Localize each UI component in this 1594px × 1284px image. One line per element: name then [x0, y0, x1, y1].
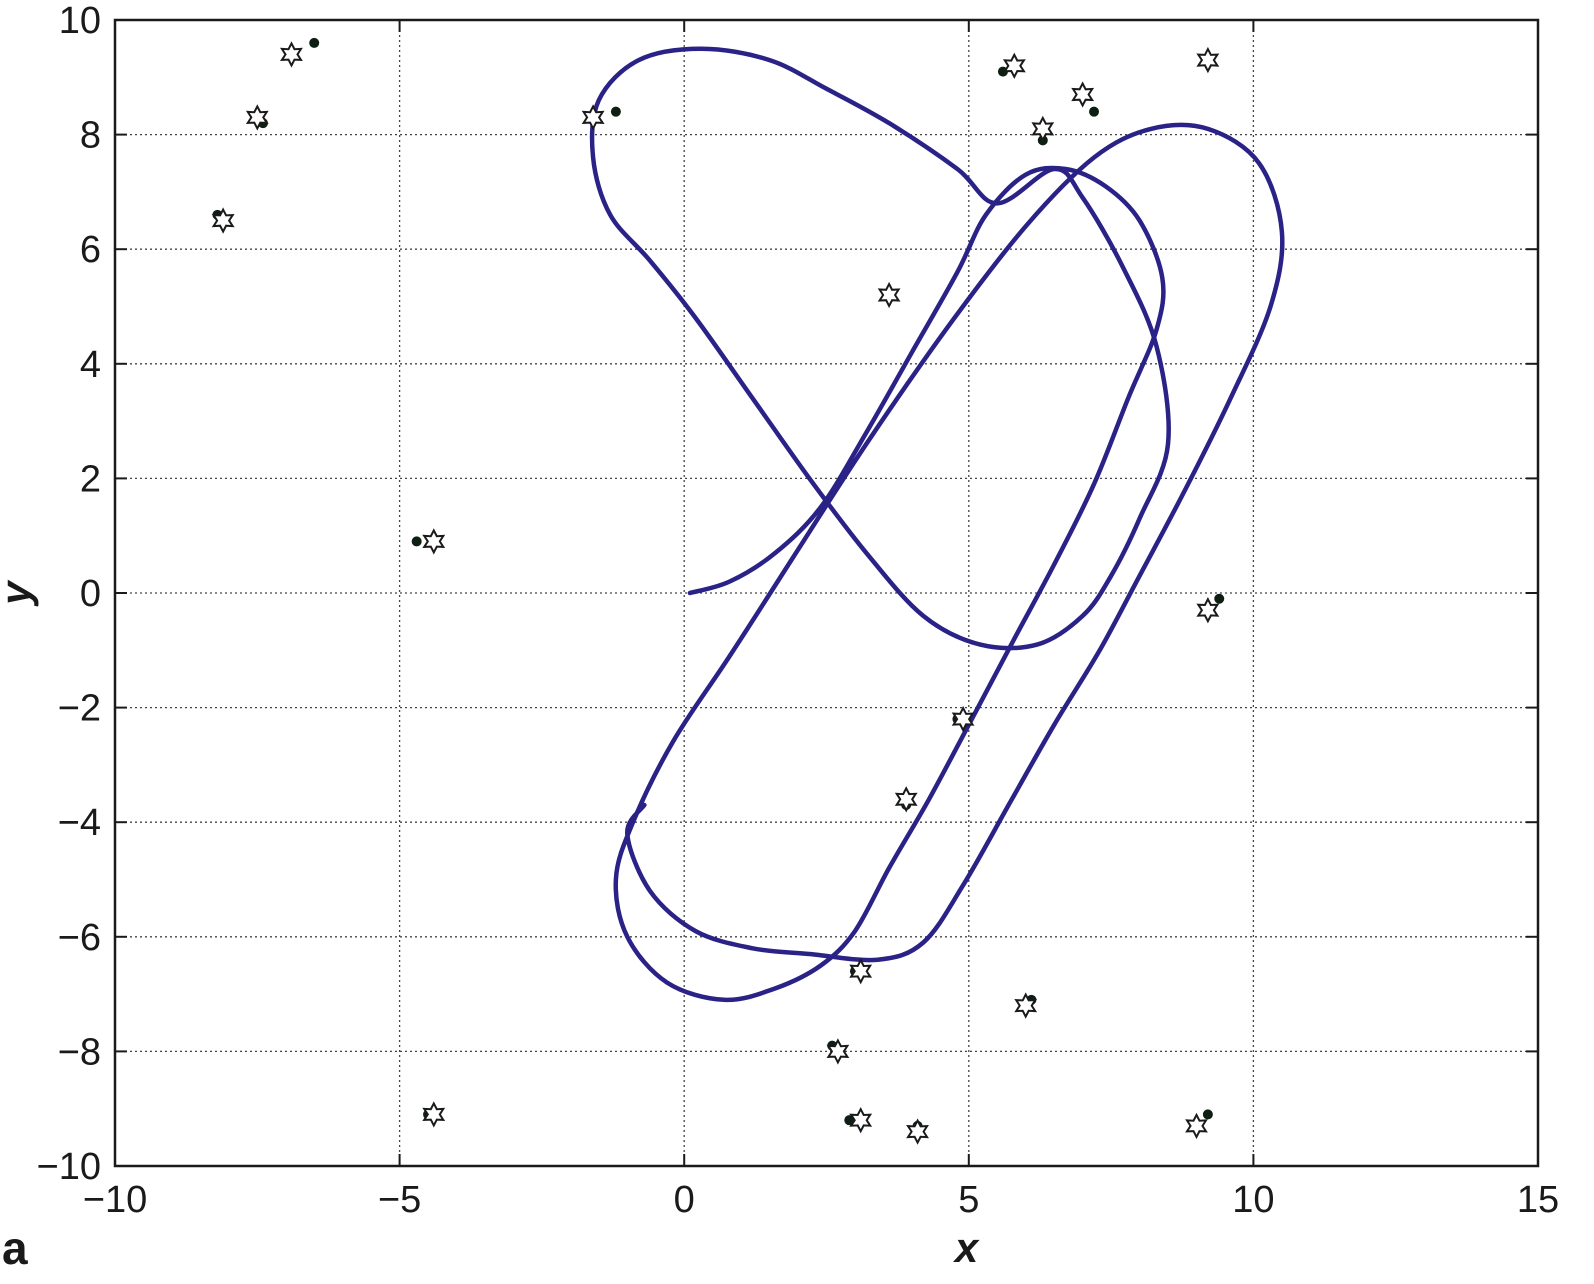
tick-labels: −10 −5 0 5 10 15 −10 −8 −6 −4 −2 0 2 4 6 8 10	[37, 0, 1560, 1221]
star-marker	[211, 207, 235, 234]
star-marker	[894, 786, 918, 813]
x-tick-label: 5	[958, 1179, 979, 1221]
trajectory-curves	[589, 46, 1285, 1003]
star-marker	[1031, 115, 1055, 143]
y-tick-label: −6	[58, 917, 101, 959]
star-marker	[1185, 1112, 1208, 1140]
star-marker	[849, 958, 873, 985]
y-tick-label: 4	[80, 344, 101, 386]
y-tick-label: −4	[58, 802, 101, 844]
dot-point	[1202, 1109, 1213, 1120]
star-marker	[826, 1038, 850, 1065]
star-marker	[581, 104, 605, 131]
data-stars	[211, 41, 1220, 1145]
y-axis-label: y	[0, 579, 39, 607]
star-marker	[279, 41, 303, 68]
x-tick-label: 10	[1232, 1179, 1274, 1221]
y-tick-label: 0	[80, 573, 101, 615]
star-marker	[849, 1107, 873, 1134]
panel-label: a	[2, 1222, 28, 1274]
star-marker	[1071, 81, 1095, 108]
dot-point	[610, 106, 621, 117]
grid-lines	[115, 20, 1538, 1166]
y-tick-label: 10	[59, 0, 101, 42]
axis-ticks	[114, 19, 1539, 1167]
y-tick-label: 8	[80, 115, 101, 157]
y-tick-label: −8	[58, 1031, 101, 1073]
dot-point	[1214, 593, 1225, 604]
x-tick-label: 15	[1517, 1179, 1559, 1221]
x-axis-label: x	[953, 1224, 980, 1271]
trajectory-line	[613, 122, 1285, 1003]
star-marker	[1002, 52, 1026, 79]
dot-point	[411, 536, 422, 547]
star-marker	[422, 1101, 446, 1128]
star-marker	[245, 104, 269, 131]
dot-point	[1089, 106, 1100, 117]
x-tick-label: 0	[674, 1179, 695, 1221]
y-tick-label: 2	[80, 458, 101, 500]
x-tick-label: −10	[83, 1179, 147, 1221]
y-tick-label: −10	[37, 1146, 101, 1188]
dot-point	[844, 1115, 855, 1126]
star-marker	[1014, 992, 1038, 1019]
star-marker	[877, 281, 901, 309]
star-marker	[906, 1118, 929, 1145]
star-marker	[951, 705, 975, 733]
star-marker	[1196, 597, 1220, 624]
star-marker	[422, 528, 446, 555]
x-tick-label: −5	[378, 1179, 421, 1221]
trajectory-loop	[589, 46, 1171, 651]
y-tick-label: −2	[58, 688, 101, 730]
y-tick-label: 6	[80, 229, 101, 271]
dot-point	[309, 37, 320, 48]
star-marker	[1196, 46, 1220, 74]
